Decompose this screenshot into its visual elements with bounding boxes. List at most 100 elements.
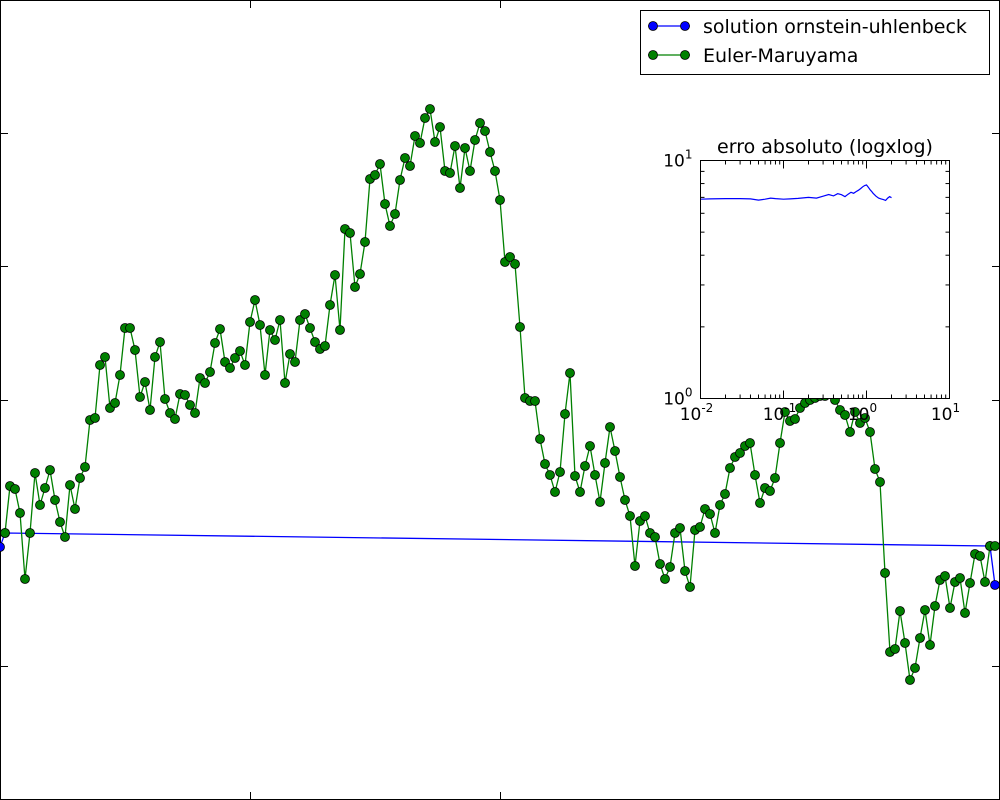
euler-point [945, 603, 955, 613]
euler-point [355, 269, 365, 279]
euler-point [590, 470, 600, 480]
euler-point [435, 122, 445, 132]
euler-point [185, 400, 195, 410]
euler-point [25, 528, 35, 538]
euler-point [190, 408, 200, 418]
euler-point [35, 500, 45, 510]
inset-error-path [700, 184, 892, 202]
euler-point [575, 487, 585, 497]
euler-point [125, 323, 135, 333]
euler-point [495, 195, 505, 205]
euler-point [840, 410, 850, 420]
legend-label-exact: solution ornstein-uhlenbeck [703, 16, 967, 38]
legend-marker-euler [680, 50, 690, 60]
euler-point [110, 398, 120, 408]
euler-point [455, 183, 465, 193]
euler-point [40, 483, 50, 493]
euler-point [65, 480, 75, 490]
euler-point [510, 259, 520, 269]
euler-point [715, 500, 725, 510]
legend-label-euler: Euler-Maruyama [703, 45, 858, 67]
euler-point [535, 434, 545, 444]
euler-point [390, 209, 400, 219]
euler-point [250, 295, 260, 305]
euler-point [115, 370, 125, 380]
euler-point [350, 282, 360, 292]
euler-point [895, 606, 905, 616]
euler-point [50, 495, 60, 505]
euler-point [480, 126, 490, 136]
euler-point [960, 608, 970, 618]
euler-point [210, 338, 220, 348]
euler-point [720, 489, 730, 499]
euler-point [915, 633, 925, 643]
euler-point [395, 175, 405, 185]
euler-point [90, 413, 100, 423]
euler-point [380, 199, 390, 209]
euler-point [230, 353, 240, 363]
euler-point [930, 601, 940, 611]
euler-point [545, 470, 555, 480]
euler-point [965, 578, 975, 588]
euler-point [260, 370, 270, 380]
euler-point [75, 473, 85, 483]
euler-point [280, 378, 290, 388]
euler-point [405, 161, 415, 171]
euler-point [240, 360, 250, 370]
euler-point [400, 153, 410, 163]
euler-point [285, 349, 295, 359]
euler-point [550, 487, 560, 497]
euler-point [850, 407, 860, 417]
euler-point [135, 392, 145, 402]
euler-point [910, 663, 920, 673]
euler-point [665, 562, 675, 572]
euler-point [625, 511, 635, 521]
euler-point [530, 396, 540, 406]
euler-point [270, 335, 280, 345]
euler-point [140, 377, 150, 387]
euler-point [410, 131, 420, 141]
euler-point [680, 566, 690, 576]
euler-point [300, 309, 310, 319]
euler-point [375, 159, 385, 169]
euler-point [235, 346, 245, 356]
euler-point [80, 462, 90, 472]
euler-point [245, 317, 255, 327]
exact-point [990, 580, 1000, 590]
euler-point [640, 511, 650, 521]
euler-point [615, 472, 625, 482]
legend-marker-exact [648, 21, 658, 31]
euler-point [330, 270, 340, 280]
euler-point [155, 337, 165, 347]
euler-point [465, 166, 475, 176]
euler-point [755, 498, 765, 508]
euler-point [415, 138, 425, 148]
euler-point [710, 528, 720, 538]
euler-point [655, 559, 665, 569]
euler-point [225, 363, 235, 373]
euler-point [675, 523, 685, 533]
euler-point [650, 532, 660, 542]
legend-entry-exact: solution ornstein-uhlenbeck [648, 16, 967, 38]
euler-point [660, 574, 670, 584]
euler-point [360, 237, 370, 247]
inset-error-line [700, 184, 892, 202]
euler-point [305, 323, 315, 333]
euler-point [920, 605, 930, 615]
euler-point [975, 551, 985, 561]
euler-point [605, 422, 615, 432]
euler-point [200, 378, 210, 388]
legend: solution ornstein-uhlenbeck Euler-Maruya… [640, 10, 990, 75]
exact-point [0, 542, 5, 552]
euler-point [940, 571, 950, 581]
euler-point [610, 446, 620, 456]
euler-point [505, 252, 515, 262]
euler-point [70, 504, 80, 514]
euler-point [255, 320, 265, 330]
euler-point [585, 441, 595, 451]
euler-point [780, 407, 790, 417]
euler-point [150, 352, 160, 362]
